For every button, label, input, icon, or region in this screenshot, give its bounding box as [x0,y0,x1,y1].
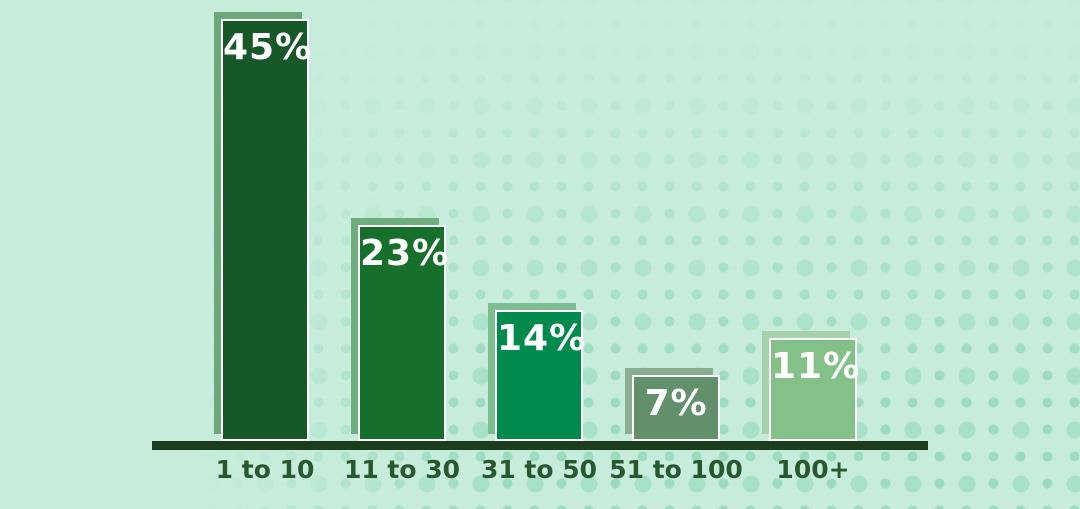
bar-category-label: 100+ [776,455,850,484]
bar: 7% [632,375,720,441]
bar-category-label: 31 to 50 [480,455,598,484]
bar-value-label: 7% [644,383,708,424]
bar-category-label: 51 to 100 [609,455,743,484]
bar-value-label: 11% [771,346,861,387]
bar: 14% [495,310,587,441]
bar-value-label: 23% [360,233,450,274]
bar: 23% [358,225,450,441]
bar: 45% [221,19,313,441]
x-axis-line [152,441,928,450]
bar: 11% [769,338,861,441]
bar-category-label: 1 to 10 [215,455,315,484]
bar-value-label: 14% [497,318,587,359]
bar-value-label: 45% [223,27,313,68]
bar-category-label: 11 to 30 [343,455,461,484]
